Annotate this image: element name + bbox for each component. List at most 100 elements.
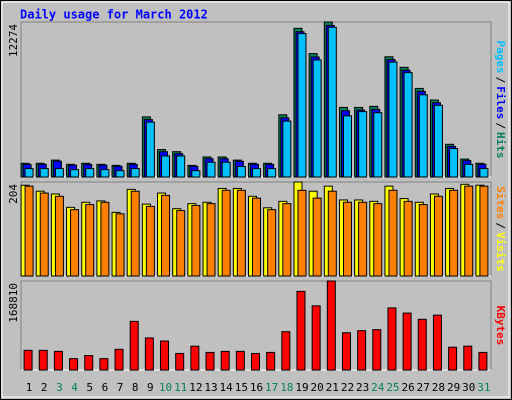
bar <box>23 349 33 371</box>
bar <box>129 320 139 371</box>
bar <box>448 346 458 371</box>
bar <box>176 155 186 178</box>
x-tick-label: 15 <box>235 381 248 394</box>
x-tick-label: 8 <box>132 381 139 394</box>
legend-entry: KBytes <box>494 306 507 346</box>
x-tick-label: 13 <box>204 381 217 394</box>
bar <box>69 358 79 371</box>
bar <box>144 337 154 371</box>
bar <box>297 189 307 277</box>
bar <box>206 203 216 277</box>
bar <box>479 168 489 178</box>
bar <box>342 201 352 277</box>
bar <box>70 169 80 178</box>
bar <box>342 115 352 178</box>
y-tick-label: 12274 <box>7 24 20 57</box>
bar <box>54 168 64 178</box>
bar <box>38 349 48 371</box>
x-tick-label: 12 <box>189 381 202 394</box>
legend-separator: / <box>494 122 507 129</box>
bar <box>403 72 413 178</box>
bar <box>161 155 171 178</box>
bar <box>464 163 474 178</box>
bar <box>39 168 49 178</box>
bar <box>327 26 337 178</box>
bar <box>464 185 474 277</box>
legend-entry: Pages <box>494 41 507 74</box>
x-tick-label: 9 <box>147 381 154 394</box>
bar <box>433 104 443 178</box>
x-tick-label: 1 <box>26 381 33 394</box>
x-tick-label: 25 <box>386 381 399 394</box>
bar <box>373 203 383 277</box>
legend-separator: / <box>494 77 507 84</box>
x-tick-label: 18 <box>280 381 293 394</box>
x-tick-label: 5 <box>86 381 93 394</box>
bar <box>191 205 201 277</box>
bar <box>388 61 398 178</box>
bar <box>145 205 155 277</box>
bar <box>39 192 49 277</box>
bar <box>176 210 186 277</box>
bar <box>281 331 291 371</box>
bar <box>418 94 428 178</box>
x-tick-label: 6 <box>102 381 109 394</box>
x-tick-label: 16 <box>250 381 263 394</box>
bar <box>417 318 427 371</box>
bar <box>85 168 95 178</box>
legend-entry: Visits <box>494 232 507 272</box>
bar <box>373 112 383 178</box>
x-tick-label: 29 <box>447 381 460 394</box>
legend-separator: / <box>494 222 507 229</box>
bar <box>130 190 140 277</box>
legend-entry: Sites <box>494 186 507 219</box>
legend-entry: Files <box>494 86 507 119</box>
y-tick-label: 168810 <box>7 283 20 323</box>
bar <box>252 197 261 277</box>
bar <box>252 168 261 178</box>
x-tick-label: 17 <box>265 381 278 394</box>
bar <box>358 201 368 277</box>
bar <box>236 189 246 277</box>
bar <box>267 168 277 178</box>
x-tick-label: 4 <box>71 381 78 394</box>
bar <box>53 350 63 371</box>
bar <box>251 352 260 371</box>
bar <box>84 355 94 371</box>
x-tick-label: 3 <box>56 381 63 394</box>
bar <box>282 203 292 277</box>
bar <box>358 111 368 178</box>
x-tick-label: 28 <box>432 381 445 394</box>
x-tick-label: 19 <box>295 381 308 394</box>
bar <box>449 148 459 178</box>
bar <box>24 185 34 277</box>
x-tick-label: 22 <box>341 381 354 394</box>
bar <box>312 59 322 178</box>
x-tick-label: 20 <box>311 381 324 394</box>
bar <box>312 197 322 277</box>
bar <box>266 351 276 371</box>
bar <box>115 170 125 178</box>
x-tick-label: 27 <box>417 381 430 394</box>
x-tick-label: 30 <box>462 381 475 394</box>
bar <box>327 190 337 277</box>
x-tick-label: 26 <box>401 381 414 394</box>
bar <box>463 345 473 371</box>
panel <box>20 21 492 178</box>
bar <box>221 189 231 277</box>
bar <box>387 307 397 371</box>
x-tick-label: 21 <box>326 381 339 394</box>
chart-title: Daily usage for March 2012 <box>20 8 208 22</box>
bar <box>341 332 351 371</box>
bar <box>145 121 155 178</box>
bar <box>175 352 185 371</box>
bar <box>372 329 382 371</box>
bar <box>357 330 367 371</box>
x-tick-label: 2 <box>41 381 48 394</box>
x-tick-label: 10 <box>159 381 172 394</box>
bar <box>190 345 200 371</box>
bar <box>85 204 95 277</box>
x-tick-label: 11 <box>174 381 187 394</box>
y-tick-label: 204 <box>7 184 20 204</box>
